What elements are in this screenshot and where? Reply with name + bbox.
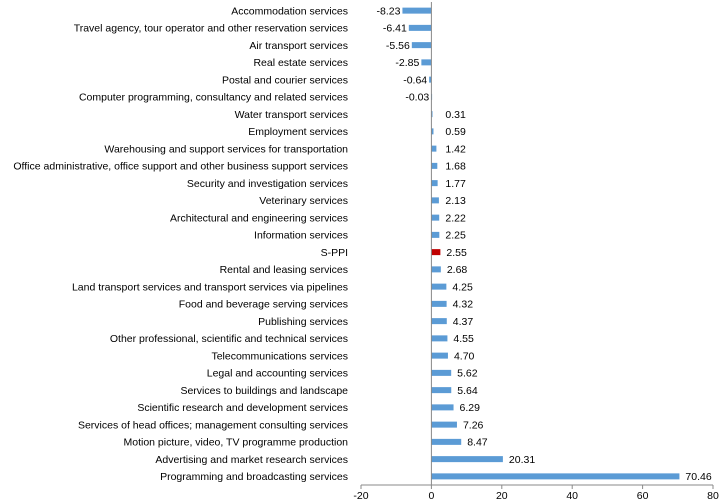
bar	[431, 111, 433, 118]
category-label: Advertising and market research services	[155, 454, 348, 466]
data-label: -0.64	[403, 74, 427, 86]
bar	[431, 387, 452, 394]
bar	[431, 369, 452, 376]
category-label: Employment services	[248, 126, 348, 138]
data-label: 20.31	[509, 454, 535, 466]
bar	[431, 456, 503, 463]
data-label: 6.29	[460, 402, 481, 414]
data-label: 2.22	[445, 212, 466, 224]
data-label: 4.55	[453, 333, 474, 345]
category-label: Accommodation services	[231, 5, 348, 17]
category-label: Information services	[254, 230, 348, 242]
data-label: -8.23	[376, 5, 400, 17]
bar	[431, 352, 448, 359]
category-label: Water transport services	[235, 109, 348, 121]
data-label: -5.56	[386, 40, 410, 52]
data-label: 4.32	[453, 299, 474, 311]
data-label: 5.64	[457, 385, 478, 397]
category-label: Security and investigation services	[187, 178, 348, 190]
bar	[411, 42, 432, 49]
category-label: Other professional, scientific and techn…	[110, 333, 348, 345]
data-label: 4.70	[454, 350, 475, 362]
bar	[431, 162, 438, 169]
bar	[431, 128, 434, 135]
data-label: 1.42	[445, 143, 466, 155]
x-tick-label: 80	[707, 490, 719, 502]
data-label: 4.37	[453, 316, 474, 328]
data-label: -2.85	[395, 57, 419, 69]
bar	[431, 404, 454, 411]
bar	[431, 214, 440, 221]
category-label: Veterinary services	[259, 195, 348, 207]
data-label: -6.41	[383, 23, 407, 35]
bar	[402, 7, 432, 14]
category-label: Publishing services	[258, 316, 348, 328]
bar	[431, 197, 439, 204]
bar	[431, 335, 448, 342]
bar	[431, 318, 447, 325]
data-label: 8.47	[467, 437, 488, 449]
bar	[431, 421, 457, 428]
data-label: 70.46	[685, 471, 711, 483]
data-label: 2.55	[446, 247, 467, 259]
data-label: 1.77	[445, 178, 466, 190]
data-label: 2.25	[445, 230, 466, 242]
data-label: 5.62	[457, 368, 478, 380]
data-label: 0.31	[445, 109, 466, 121]
category-label: Legal and accounting services	[207, 368, 348, 380]
x-tick-label: 0	[428, 490, 434, 502]
category-label: Programming and broadcasting services	[160, 471, 348, 483]
data-label: 4.25	[452, 281, 473, 293]
category-label: Telecommunications services	[211, 350, 348, 362]
x-tick-label: 60	[637, 490, 649, 502]
bar	[408, 24, 432, 31]
data-label: 7.26	[463, 419, 484, 431]
category-label: Motion picture, video, TV programme prod…	[124, 437, 349, 449]
bar	[429, 76, 432, 83]
category-label: Office administrative, office support an…	[13, 161, 348, 173]
category-label: Food and beverage serving services	[179, 299, 348, 311]
bar	[431, 283, 447, 290]
category-label: Real estate services	[253, 57, 348, 69]
x-tick-label: 40	[566, 490, 578, 502]
category-label: Rental and leasing services	[220, 264, 348, 276]
bar	[431, 249, 441, 256]
data-label: 0.59	[445, 126, 466, 138]
category-label: Services to buildings and landscape	[180, 385, 348, 397]
category-label: Travel agency, tour operator and other r…	[74, 23, 348, 35]
category-label: Postal and courier services	[222, 74, 348, 86]
x-tick-label: -20	[353, 490, 368, 502]
bar	[431, 473, 680, 480]
data-label: -0.03	[405, 92, 429, 104]
bar	[431, 438, 462, 445]
category-label: Warehousing and support services for tra…	[104, 143, 348, 155]
data-label: 1.68	[445, 161, 466, 173]
category-label: S-PPI	[321, 247, 348, 259]
category-label: Scientific research and development serv…	[137, 402, 348, 414]
bar	[431, 266, 441, 273]
data-label: 2.13	[445, 195, 466, 207]
data-label: 2.68	[447, 264, 468, 276]
category-label: Land transport services and transport se…	[72, 281, 348, 293]
x-tick-label: 20	[496, 490, 508, 502]
category-label: Architectural and engineering services	[170, 212, 348, 224]
bar	[431, 231, 440, 238]
bar	[431, 145, 437, 152]
category-label: Air transport services	[249, 40, 348, 52]
bar	[421, 59, 432, 66]
bar	[431, 300, 447, 307]
category-label: Services of head offices; management con…	[78, 419, 348, 431]
category-label: Computer programming, consultancy and re…	[79, 92, 348, 104]
bar	[431, 180, 438, 187]
